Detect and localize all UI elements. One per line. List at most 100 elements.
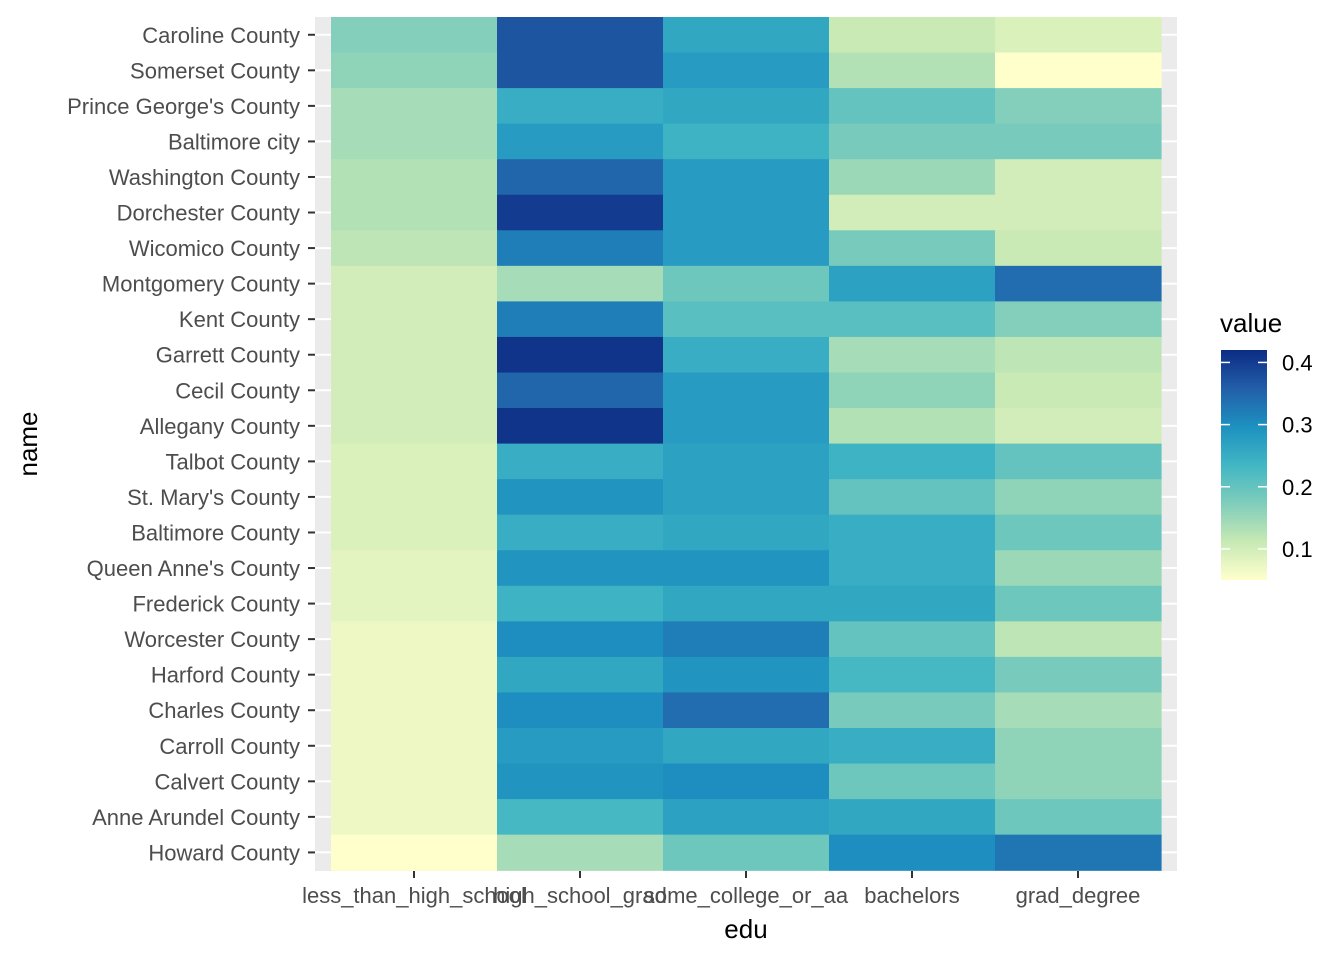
heatmap-cell xyxy=(663,265,830,302)
heatmap-cell xyxy=(995,88,1162,125)
heatmap-cell xyxy=(331,88,498,125)
heatmap-cell xyxy=(663,728,830,765)
legend-title: value xyxy=(1220,308,1282,338)
heatmap-cell xyxy=(995,17,1162,54)
heatmap-cell xyxy=(829,479,996,516)
heatmap-cell xyxy=(331,479,498,516)
heatmap-cell xyxy=(829,336,996,374)
heatmap-cell xyxy=(497,123,664,160)
heatmap-cell xyxy=(497,159,664,196)
heatmap-cell xyxy=(497,514,664,551)
y-tick-label: Dorchester County xyxy=(117,201,300,226)
heatmap-cell xyxy=(995,372,1162,409)
x-tick-label: some_college_or_aa xyxy=(644,883,849,908)
heatmap-cell xyxy=(829,621,996,658)
heatmap-cell xyxy=(663,301,830,338)
heatmap-cell xyxy=(829,834,996,871)
y-tick-label: Somerset County xyxy=(130,58,300,83)
y-tick-label: Charles County xyxy=(148,698,300,723)
heatmap-cell xyxy=(331,585,498,622)
x-tick-label: high_school_grad xyxy=(493,883,667,908)
heatmap-cell xyxy=(829,123,996,160)
heatmap-cell xyxy=(497,52,664,89)
heatmap-cell xyxy=(995,799,1162,836)
heatmap-cell xyxy=(995,408,1162,445)
heatmap-cell xyxy=(331,621,498,658)
heatmap-cell xyxy=(829,372,996,409)
x-tick-label: bachelors xyxy=(864,883,959,908)
y-tick-label: Garrett County xyxy=(156,343,300,368)
legend-label: 0.3 xyxy=(1282,413,1313,438)
heatmap-cell xyxy=(663,656,830,694)
heatmap-cell xyxy=(663,692,830,729)
heatmap-cell xyxy=(663,230,830,267)
heatmap-cell xyxy=(331,550,498,587)
y-tick-label: Talbot County xyxy=(165,449,300,474)
heatmap-cell xyxy=(497,479,664,516)
y-tick-label: Howard County xyxy=(148,840,300,865)
heatmap-cell xyxy=(829,763,996,800)
heatmap-cell xyxy=(331,408,498,445)
heatmap-cell xyxy=(497,799,664,836)
y-tick-label: Wicomico County xyxy=(129,236,300,261)
heatmap-cell xyxy=(663,834,830,871)
heatmap-cell xyxy=(663,550,830,587)
heatmap-cell xyxy=(829,301,996,338)
heatmap-cell xyxy=(331,159,498,196)
legend-ticks: 0.1 0.2 0.3 0.4 xyxy=(1221,350,1313,562)
heatmap-cell xyxy=(995,514,1162,551)
heatmap-cell xyxy=(331,728,498,765)
y-tick-label: Baltimore city xyxy=(168,129,300,154)
y-tick-label: Calvert County xyxy=(154,769,300,794)
y-tick-label: Caroline County xyxy=(142,23,300,48)
heatmap-cell xyxy=(663,585,830,622)
heatmap-cell xyxy=(497,408,664,445)
heatmap-cell xyxy=(829,514,996,551)
heatmap-cell xyxy=(995,336,1162,374)
heatmap-cell xyxy=(829,408,996,445)
heatmap-cell xyxy=(663,443,830,480)
heatmap-cell xyxy=(497,763,664,800)
heatmap-cell xyxy=(663,88,830,125)
heatmap-cells xyxy=(331,17,1162,871)
legend-colorbar xyxy=(1221,350,1267,580)
heatmap-cell xyxy=(829,265,996,302)
heatmap-cell xyxy=(663,372,830,409)
heatmap-cell xyxy=(497,230,664,267)
heatmap-cell xyxy=(331,799,498,836)
y-tick-label: Cecil County xyxy=(175,378,300,403)
heatmap-cell xyxy=(497,301,664,338)
heatmap-cell xyxy=(995,265,1162,302)
x-tick-label: less_than_high_school xyxy=(302,883,526,908)
y-tick-label: Montgomery County xyxy=(102,272,300,297)
heatmap-cell xyxy=(331,692,498,729)
heatmap-cell xyxy=(497,728,664,765)
heatmap-cell xyxy=(995,301,1162,338)
legend: value 0.1 0.2 0.3 0.4 xyxy=(1220,308,1313,580)
heatmap-cell xyxy=(829,728,996,765)
heatmap-cell xyxy=(331,52,498,89)
heatmap-cell xyxy=(331,336,498,374)
heatmap-cell xyxy=(497,336,664,374)
heatmap-cell xyxy=(497,621,664,658)
x-axis: less_than_high_schoolhigh_school_gradsom… xyxy=(302,871,1140,908)
heatmap-cell xyxy=(663,159,830,196)
heatmap-cell xyxy=(663,408,830,445)
heatmap-cell xyxy=(995,194,1162,231)
heatmap-cell xyxy=(995,621,1162,658)
heatmap-cell xyxy=(331,230,498,267)
heatmap-cell xyxy=(995,585,1162,622)
y-tick-label: Anne Arundel County xyxy=(92,805,300,830)
y-tick-label: Queen Anne's County xyxy=(87,556,300,581)
heatmap-cell xyxy=(663,123,830,160)
heatmap-cell xyxy=(331,514,498,551)
heatmap-cell xyxy=(995,159,1162,196)
y-tick-label: Prince George's County xyxy=(67,94,300,119)
heatmap-cell xyxy=(829,692,996,729)
heatmap-cell xyxy=(497,692,664,729)
heatmap-cell xyxy=(995,728,1162,765)
heatmap-cell xyxy=(663,514,830,551)
y-tick-label: Harford County xyxy=(151,663,300,688)
heatmap-cell xyxy=(829,88,996,125)
